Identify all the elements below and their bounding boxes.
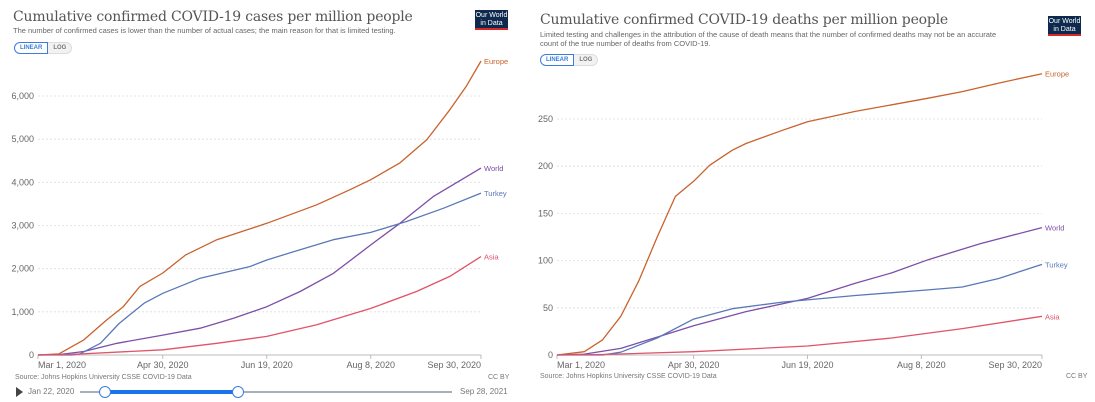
y-tick-label: 0 xyxy=(29,350,34,360)
x-tick-label: Apr 30, 2020 xyxy=(137,360,189,370)
series-line-asia xyxy=(556,315,1043,356)
x-tick-label: Apr 30, 2020 xyxy=(668,360,720,370)
y-tick-label: 50 xyxy=(543,303,553,313)
source-note[interactable]: Source: Johns Hopkins University CSSE CO… xyxy=(540,373,717,380)
chart-title: Cumulative confirmed COVID-19 deaths per… xyxy=(540,12,949,28)
owid-logo[interactable]: Our World in Data xyxy=(1048,16,1081,36)
y-tick-label: 150 xyxy=(538,208,553,218)
chart-subtitle: The number of confirmed cases is lower t… xyxy=(13,26,396,35)
timeline-end-handle[interactable] xyxy=(232,386,244,398)
timeline-start-handle[interactable] xyxy=(99,386,111,398)
y-tick-label: 0 xyxy=(548,350,553,360)
timeline-start-date: Jan 22, 2020 xyxy=(28,387,75,396)
deaths-plot: 0 50 100 150 200 250 Mar 1, 2020 Apr 30, 2020 Ju… xyxy=(538,70,1069,370)
x-tick-label: Aug 8, 2020 xyxy=(897,360,946,370)
x-tick-label: Jun 19, 2020 xyxy=(241,360,293,370)
scale-toggle: LINEAR LOG xyxy=(540,54,599,66)
scale-toggle: LINEAR LOG xyxy=(14,42,73,54)
timeline-end-date: Sep 28, 2021 xyxy=(460,387,508,396)
license-link[interactable]: CC BY xyxy=(488,374,510,381)
series-line-turkey xyxy=(38,192,482,356)
x-tick-label: Jun 19, 2020 xyxy=(781,360,833,370)
series-label-europe: Europe xyxy=(1045,70,1069,79)
linear-button[interactable]: LINEAR xyxy=(540,54,575,66)
deaths-chart-panel: Cumulative confirmed COVID-19 deaths per… xyxy=(530,0,1095,402)
x-tick-label: Mar 1, 2020 xyxy=(557,360,605,370)
license-link[interactable]: CC BY xyxy=(1066,373,1088,380)
series-label-turkey: Turkey xyxy=(1045,260,1068,269)
series-label-europe: Europe xyxy=(484,57,508,66)
series-line-europe xyxy=(556,73,1043,356)
owid-logo[interactable]: Our World in Data xyxy=(475,10,508,30)
log-button[interactable]: LOG xyxy=(574,54,599,66)
series-line-world xyxy=(37,167,482,356)
chart-subtitle: Limited testing and challenges in the at… xyxy=(540,30,997,48)
series-label-world: World xyxy=(484,164,503,173)
y-tick-label: 5,000 xyxy=(11,134,34,144)
source-note[interactable]: Source: Johns Hopkins University CSSE CO… xyxy=(15,374,192,381)
linear-button[interactable]: LINEAR xyxy=(14,42,49,54)
cases-plot: 0 1,000 2,000 3,000 4,000 5,000 6,000 Mar 1, 20… xyxy=(11,57,508,370)
series-line-turkey xyxy=(557,263,1043,356)
y-tick-label: 4,000 xyxy=(11,177,34,187)
y-tick-label: 6,000 xyxy=(11,91,34,101)
x-tick-label: Sep 30, 2020 xyxy=(427,360,481,370)
series-line-world xyxy=(556,226,1043,356)
chart-title: Cumulative confirmed COVID-19 cases per … xyxy=(13,9,413,25)
series-line-europe xyxy=(37,60,482,356)
timeline-track[interactable] xyxy=(80,391,452,393)
y-tick-label: 200 xyxy=(538,161,553,171)
series-line-asia xyxy=(37,256,482,356)
series-label-turkey: Turkey xyxy=(484,189,507,198)
series-label-asia: Asia xyxy=(1045,312,1060,321)
series-label-world: World xyxy=(1045,224,1064,233)
y-tick-label: 3,000 xyxy=(11,221,34,231)
x-tick-label: Mar 1, 2020 xyxy=(38,360,86,370)
series-label-asia: Asia xyxy=(484,253,499,262)
x-tick-label: Aug 8, 2020 xyxy=(346,360,395,370)
y-tick-label: 100 xyxy=(538,256,553,266)
play-button[interactable] xyxy=(16,387,23,397)
y-tick-label: 250 xyxy=(538,114,553,124)
y-tick-label: 1,000 xyxy=(11,307,34,317)
timeline-selected-range xyxy=(105,390,238,394)
cases-chart-panel: Cumulative confirmed COVID-19 cases per … xyxy=(0,0,530,402)
log-button[interactable]: LOG xyxy=(48,42,73,54)
y-tick-label: 2,000 xyxy=(11,264,34,274)
x-tick-label: Sep 30, 2020 xyxy=(988,360,1042,370)
